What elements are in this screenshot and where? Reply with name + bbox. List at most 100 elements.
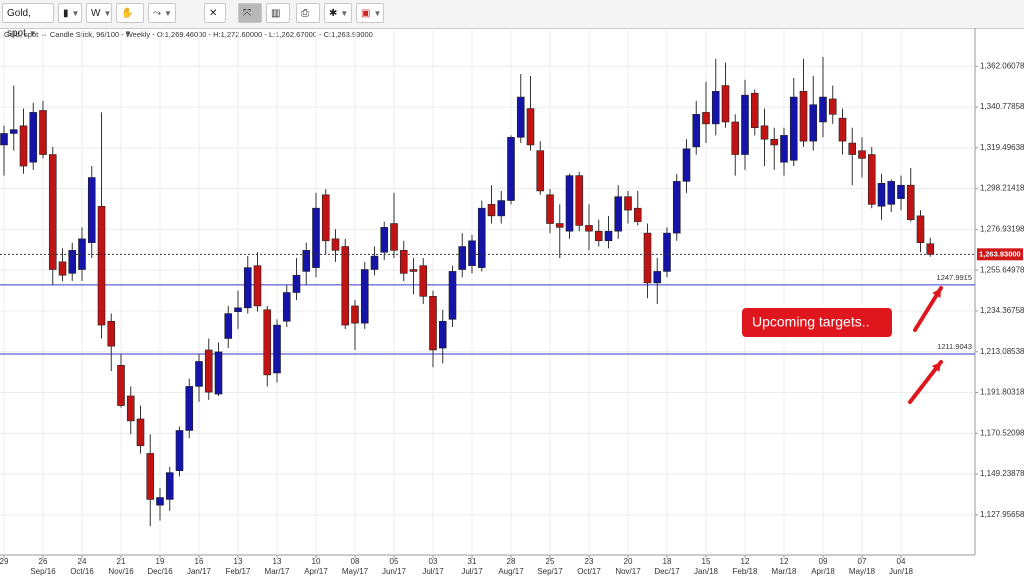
candle-body [828, 98, 837, 115]
y-tick-label: 1,340.77858 [980, 102, 1024, 111]
x-tick-label: 29 [0, 557, 9, 566]
chart-type-button[interactable]: ▮ ▼ [58, 3, 82, 23]
cursor-button[interactable]: ✋▼ [116, 3, 144, 38]
candle-body [380, 227, 389, 253]
candle-body [458, 246, 467, 270]
candle-body [546, 194, 554, 224]
candle-body [68, 250, 77, 274]
candle-body [185, 386, 194, 431]
candle-body [858, 150, 866, 159]
candle-body [741, 94, 749, 155]
candle-body [19, 125, 28, 167]
period-select[interactable]: W ▼ [86, 3, 112, 23]
x-tick-month: Jun/18 [889, 567, 914, 576]
candle-body [341, 246, 350, 326]
language-button[interactable]: ▣ ▼ [356, 3, 384, 23]
x-tick-month: Dec/16 [147, 567, 173, 576]
candle-body [614, 196, 623, 232]
candle-body [234, 307, 242, 312]
x-tick-label: 13 [234, 557, 243, 566]
candle-body [321, 194, 330, 242]
candle-body [0, 133, 8, 146]
candle-body [887, 181, 896, 205]
candle-body [653, 271, 662, 284]
candle-body [633, 207, 642, 222]
candle-body [448, 271, 457, 320]
x-tick-month: Sep/16 [30, 567, 56, 576]
x-tick-label: 09 [819, 557, 828, 566]
indicators-button[interactable]: ▥ [266, 3, 290, 23]
chart-header: Gold, spot ⇔ Candle Stick, 96/100 - Week… [4, 30, 373, 39]
candle-body [146, 453, 155, 500]
candle-body [438, 320, 447, 349]
candle-body [165, 472, 174, 500]
target-label: 1247.9915 [937, 273, 972, 282]
y-tick-label: 1,213.08538 [980, 347, 1024, 356]
candle-body [282, 292, 291, 322]
x-tick-label: 16 [195, 557, 204, 566]
candle-body [39, 110, 47, 155]
candle-body [672, 181, 681, 234]
arrow-head [931, 362, 941, 372]
x-tick-label: 13 [273, 557, 282, 566]
candle-body [526, 108, 535, 146]
candle-body [809, 104, 818, 142]
delete-button[interactable]: ✕ [204, 3, 226, 23]
candle-body [799, 91, 808, 142]
target-label: 1211.9043 [937, 342, 972, 351]
x-tick-label: 18 [663, 557, 672, 566]
candle-body [126, 395, 135, 422]
x-tick-label: 10 [312, 557, 321, 566]
x-tick-month: Aug/17 [498, 567, 524, 576]
candle-body [692, 114, 701, 148]
candle-body [663, 232, 671, 272]
x-tick-label: 28 [507, 557, 516, 566]
candle-body [477, 207, 486, 268]
x-tick-month: Apr/18 [811, 567, 835, 576]
candle-body [516, 96, 525, 138]
x-tick-label: 26 [39, 557, 48, 566]
candle-body [711, 91, 720, 125]
symbol: Gold, spot [7, 8, 31, 39]
candle-body [263, 309, 272, 376]
candle-body [585, 225, 593, 232]
print-button[interactable]: ⎙ [296, 3, 320, 23]
x-tick-month: May/18 [849, 567, 876, 576]
candle-body [224, 313, 233, 339]
x-tick-label: 21 [117, 557, 126, 566]
x-tick-month: Dec/17 [654, 567, 680, 576]
x-tick-label: 19 [156, 557, 165, 566]
candle-body [390, 223, 398, 251]
candle-body [214, 351, 223, 395]
y-tick-label: 1,319.49638 [980, 143, 1024, 152]
x-tick-month: Apr/17 [304, 567, 328, 576]
candle-body [565, 175, 574, 232]
candle-body [702, 112, 710, 125]
annotation-text: Upcoming targets.. [752, 314, 870, 330]
candle-body [916, 215, 925, 243]
last-price-box [977, 248, 1023, 261]
draw-button[interactable]: ⤳ ▼ [148, 3, 176, 23]
candle-body [468, 240, 476, 266]
x-tick-month: Nov/17 [615, 567, 641, 576]
x-tick-month: Feb/17 [226, 567, 251, 576]
x-tick-month: Sep/17 [537, 567, 563, 576]
settings-button[interactable]: ✱ ▼ [324, 3, 352, 23]
y-tick-label: 1,362.06078 [980, 61, 1024, 70]
candle-body [156, 497, 164, 506]
candle-body [536, 150, 545, 192]
candle-body [370, 255, 379, 270]
annotation-box [740, 306, 894, 339]
candle-body [750, 92, 759, 129]
candle-body [867, 154, 876, 205]
candle-body [624, 196, 632, 211]
candle-body [819, 96, 827, 123]
x-tick-month: Mar/18 [772, 567, 797, 576]
y-tick-label: 1,255.64978 [980, 265, 1024, 274]
candle-body [351, 305, 359, 324]
fit-button[interactable]: ⤧ [238, 3, 262, 23]
x-tick-label: 25 [546, 557, 555, 566]
candle-body [195, 361, 203, 387]
y-tick-label: 1,170.52098 [980, 428, 1024, 437]
symbol-select[interactable]: Gold, spot ▼ [2, 3, 54, 39]
